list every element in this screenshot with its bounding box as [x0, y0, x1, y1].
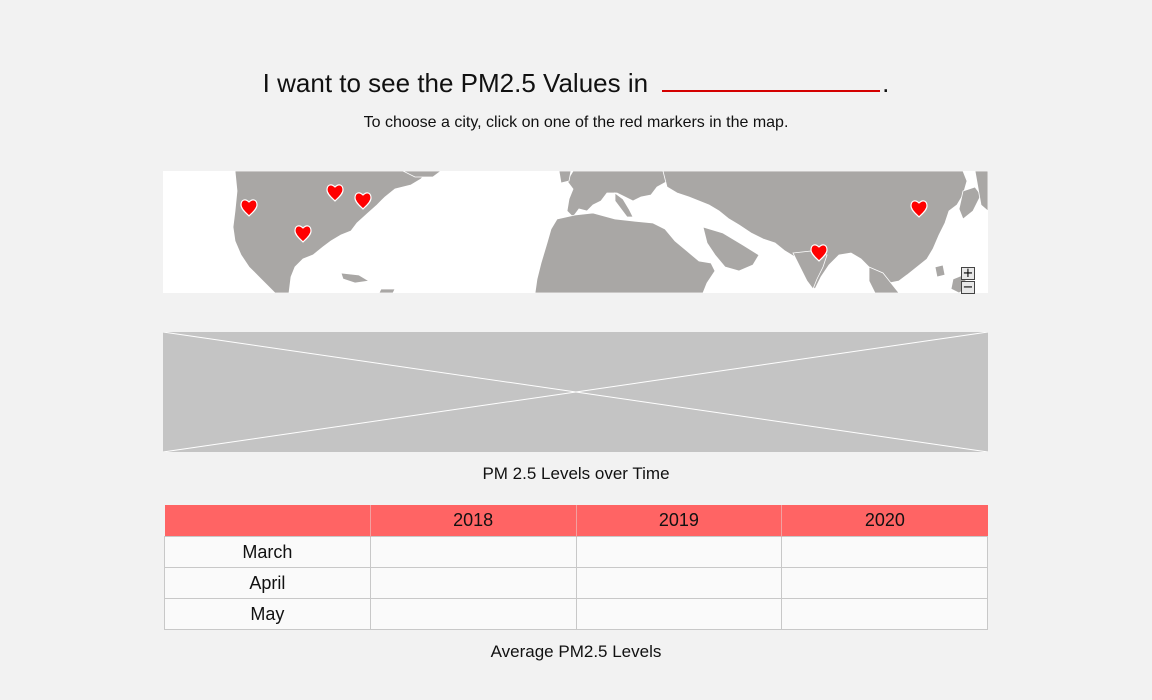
value-cell	[575, 567, 783, 599]
world-map-graphic	[232, 171, 988, 293]
map-marker-shanghai[interactable]	[910, 200, 928, 218]
map-zoom-in-button[interactable]: +	[961, 266, 975, 281]
month-cell: May	[164, 598, 371, 630]
month-cell: March	[164, 536, 371, 568]
value-cell	[781, 598, 988, 630]
chart-caption: PM 2.5 Levels over Time	[482, 464, 670, 483]
value-cell	[575, 536, 783, 568]
value-cell	[369, 567, 577, 599]
map-instructions: To choose a city, click on one of the re…	[363, 114, 789, 131]
value-cell	[369, 598, 577, 630]
table-header-cell: 2020	[781, 505, 988, 537]
table-row: May	[164, 598, 988, 630]
chart-image-placeholder	[162, 331, 989, 453]
map-marker-chicago[interactable]	[326, 184, 344, 202]
page-headline: I want to see the PM2.5 Values in.	[0, 66, 1152, 99]
value-cell	[369, 536, 577, 568]
value-cell	[781, 567, 988, 599]
selected-city-blank	[662, 66, 881, 92]
pm25-table: 2018 2019 2020 March April May	[164, 505, 988, 630]
value-cell	[781, 536, 988, 568]
map-marker-los-angeles[interactable]	[240, 199, 258, 217]
map-marker-houston[interactable]	[294, 225, 312, 243]
table-caption: Average PM2.5 Levels	[490, 642, 662, 661]
table-row: April	[164, 567, 988, 599]
table-row: March	[164, 536, 988, 568]
table-header-cell: 2019	[576, 505, 783, 537]
month-cell: April	[164, 567, 371, 599]
map-marker-new-york[interactable]	[354, 192, 372, 210]
table-header-cell: 2018	[370, 505, 577, 537]
table-header-cell	[164, 505, 371, 537]
placeholder-cross-icon	[162, 331, 989, 453]
map-marker-delhi[interactable]	[810, 244, 828, 262]
headline-prompt: I want to see the PM2.5 Values in	[262, 68, 649, 98]
table-header-row: 2018 2019 2020	[164, 505, 988, 537]
value-cell	[575, 598, 783, 630]
city-map[interactable]	[163, 171, 988, 293]
map-zoom-out-button[interactable]: −	[961, 280, 975, 295]
headline-period: .	[882, 68, 890, 98]
